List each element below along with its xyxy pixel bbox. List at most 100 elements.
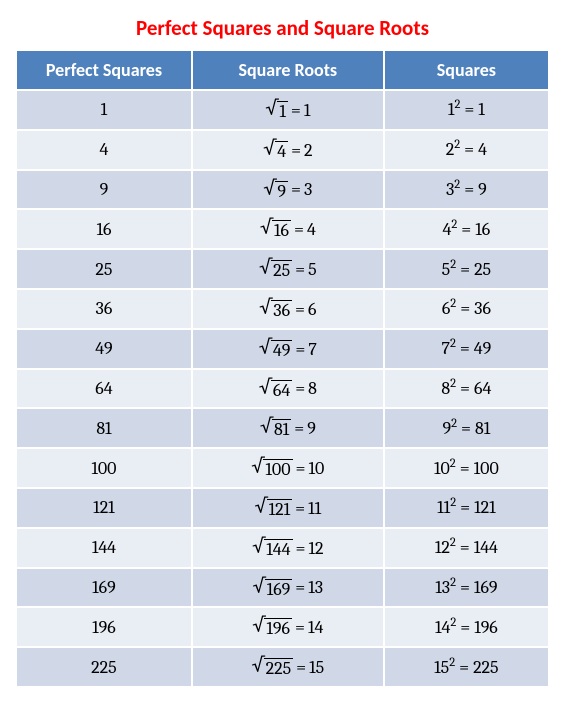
base-value: 12: [435, 537, 450, 558]
table-row: 25√25=552 = 25: [16, 249, 549, 289]
cell-square-expr: 62 = 36: [384, 289, 549, 329]
root-value: 9: [307, 418, 316, 439]
square-result: 4: [478, 139, 487, 160]
square-result: 16: [475, 219, 490, 240]
table-row: 4√4=222 = 4: [16, 130, 549, 170]
square-result: 1: [478, 99, 485, 120]
cell-square-root: √81=9: [192, 408, 384, 448]
cell-square-root: √64=8: [192, 369, 384, 409]
base-value: 5: [442, 259, 451, 280]
radicand: 16: [272, 220, 291, 241]
square-result: 169: [474, 577, 498, 598]
cell-square-root: √36=6: [192, 289, 384, 329]
root-value: 6: [308, 299, 316, 320]
equals-sign: =: [456, 259, 474, 280]
root-value: 1: [304, 100, 311, 121]
cell-square-expr: 92 = 81: [384, 408, 549, 448]
cell-square-root: √225=15: [192, 647, 384, 687]
equals-sign: =: [456, 338, 474, 359]
cell-square-root: √16=4: [192, 209, 384, 249]
radicand: 196: [264, 618, 292, 639]
cell-square-root: √25=5: [192, 249, 384, 289]
equals-sign: =: [456, 458, 474, 479]
square-result: 225: [473, 657, 499, 678]
equals-sign: =: [288, 179, 304, 200]
base-value: 9: [443, 418, 452, 439]
radicand: 36: [271, 300, 292, 321]
table-row: 225√225=15152 = 225: [16, 647, 549, 687]
base-value: 10: [434, 458, 450, 479]
cell-perfect-square: 25: [16, 249, 192, 289]
table-row: 100√100=10102 = 100: [16, 448, 549, 488]
cell-perfect-square: 144: [16, 528, 192, 568]
cell-perfect-square: 1: [16, 90, 192, 130]
equals-sign: =: [456, 298, 474, 319]
cell-square-root: √144=12: [192, 528, 384, 568]
table-row: 196√196=14142 = 196: [16, 607, 549, 647]
equals-sign: =: [455, 657, 473, 678]
equals-sign: =: [456, 617, 474, 638]
equals-sign: =: [292, 498, 308, 519]
square-result: 25: [474, 259, 491, 280]
cell-perfect-square: 196: [16, 607, 192, 647]
square-result: 100: [474, 458, 499, 479]
cell-square-expr: 72 = 49: [384, 329, 549, 369]
equals-sign: =: [460, 99, 478, 120]
cell-square-expr: 32 = 9: [384, 170, 549, 210]
base-value: 7: [441, 338, 449, 359]
equals-sign: =: [456, 378, 474, 399]
table-row: 49√49=772 = 49: [16, 329, 549, 369]
cell-perfect-square: 100: [16, 448, 192, 488]
table-row: 16√16=442 = 16: [16, 209, 549, 249]
equals-sign: =: [293, 538, 309, 559]
equals-sign: =: [456, 537, 474, 558]
root-value: 5: [308, 259, 317, 280]
cell-square-expr: 132 = 169: [384, 568, 549, 608]
root-value: 12: [308, 538, 323, 559]
cell-square-expr: 142 = 196: [384, 607, 549, 647]
radicand: 81: [272, 419, 291, 440]
cell-square-expr: 52 = 25: [384, 249, 549, 289]
table-row: 36√36=662 = 36: [16, 289, 549, 329]
radicand: 49: [271, 340, 292, 361]
equals-sign: =: [291, 219, 307, 240]
cell-square-expr: 102 = 100: [384, 448, 549, 488]
table-header-row: Perfect Squares Square Roots Squares: [16, 50, 549, 90]
cell-perfect-square: 9: [16, 170, 192, 210]
table-row: 169√169=13132 = 169: [16, 568, 549, 608]
square-result: 81: [475, 418, 490, 439]
cell-perfect-square: 64: [16, 369, 192, 409]
cell-square-expr: 22 = 4: [384, 130, 549, 170]
square-result: 36: [474, 298, 491, 319]
radicand: 1: [277, 101, 288, 122]
cell-square-root: √169=13: [192, 568, 384, 608]
table-row: 81√81=992 = 81: [16, 408, 549, 448]
equals-sign: =: [292, 617, 308, 638]
table-row: 144√144=12122 = 144: [16, 528, 549, 568]
cell-perfect-square: 225: [16, 647, 192, 687]
cell-perfect-square: 169: [16, 568, 192, 608]
header-square-roots: Square Roots: [192, 50, 384, 90]
header-squares: Squares: [384, 50, 549, 90]
cell-square-root: √9=3: [192, 170, 384, 210]
table-row: 64√64=882 = 64: [16, 369, 549, 409]
equals-sign: =: [292, 299, 308, 320]
root-value: 13: [308, 577, 323, 598]
radicand: 25: [271, 260, 292, 281]
equals-sign: =: [293, 657, 309, 678]
cell-square-root: √1=1: [192, 90, 384, 130]
root-value: 14: [308, 617, 323, 638]
equals-sign: =: [460, 179, 478, 200]
root-value: 11: [308, 498, 321, 519]
cell-square-root: √4=2: [192, 130, 384, 170]
table-row: 9√9=332 = 9: [16, 170, 549, 210]
radicand: 9: [275, 181, 288, 202]
cell-perfect-square: 121: [16, 488, 192, 528]
root-value: 15: [309, 657, 324, 678]
base-value: 8: [441, 378, 450, 399]
root-value: 8: [308, 378, 317, 399]
cell-square-expr: 12 = 1: [384, 90, 549, 130]
equals-sign: =: [291, 418, 307, 439]
cell-perfect-square: 4: [16, 130, 192, 170]
cell-square-root: √100=10: [192, 448, 384, 488]
